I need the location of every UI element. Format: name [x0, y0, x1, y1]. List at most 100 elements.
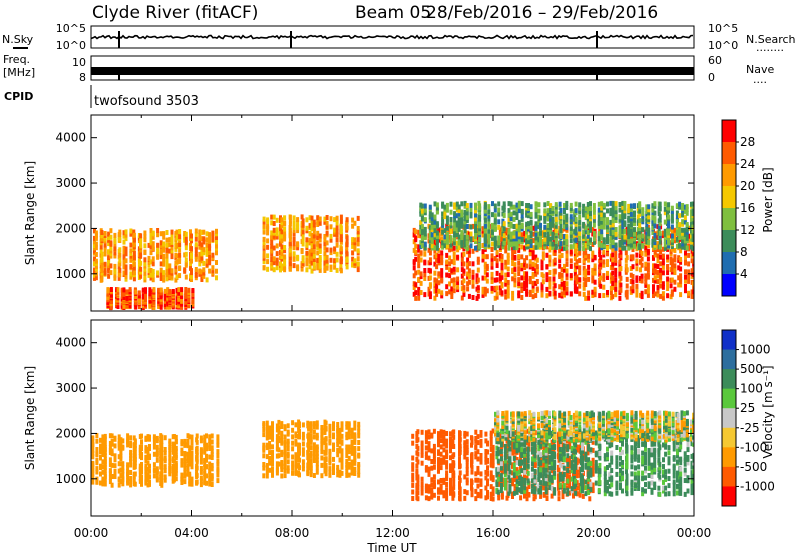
echo-cell: [107, 235, 111, 241]
echo-cell: [338, 448, 342, 454]
echo-cell: [312, 451, 316, 457]
echo-cell: [174, 453, 178, 459]
echo-cell: [411, 440, 415, 446]
echo-cell: [113, 275, 117, 281]
echo-cell: [666, 257, 670, 263]
echo-cell: [133, 481, 137, 487]
echo-cell: [99, 480, 102, 486]
echo-cell: [441, 211, 445, 217]
echo-cell: [592, 203, 596, 208]
echo-cell: [272, 221, 276, 226]
echo-cell: [685, 245, 689, 251]
echo-cell: [143, 257, 147, 263]
echo-cell: [329, 257, 333, 263]
echo-cell: [194, 236, 198, 242]
echo-cell: [573, 280, 577, 286]
echo-cell: [565, 234, 569, 240]
echo-cell: [308, 223, 312, 229]
echo-cell: [437, 288, 441, 294]
echo-cell: [129, 274, 133, 280]
y-tick-label: 3000: [55, 176, 86, 190]
echo-cell: [338, 469, 342, 475]
echo-cell: [440, 268, 444, 274]
echo-cell: [117, 482, 121, 488]
echo-cell: [690, 221, 693, 227]
echo-cell: [517, 200, 521, 206]
echo-cell: [110, 482, 114, 488]
echo-cell: [481, 249, 485, 255]
echo-cell: [140, 433, 143, 439]
echo-cell: [265, 442, 269, 448]
echo-cell: [280, 263, 284, 269]
echo-cell: [548, 290, 552, 296]
echo-cell: [540, 285, 544, 291]
echo-cell: [312, 442, 316, 448]
echo-cell: [93, 235, 96, 241]
echo-cell: [180, 287, 184, 293]
echo-cell: [652, 288, 655, 294]
echo-cell: [423, 210, 427, 216]
echo-cell: [504, 294, 508, 300]
echo-cell: [310, 255, 314, 261]
echo-cell: [298, 442, 301, 448]
echo-cell: [529, 228, 533, 234]
echo-cell: [298, 434, 301, 440]
echo-cell: [625, 276, 629, 282]
echo-cell: [155, 466, 159, 472]
echo-cell: [100, 263, 104, 269]
echo-cell: [210, 451, 214, 457]
echo-cell: [353, 446, 357, 451]
echo-cell: [451, 467, 455, 473]
echo-cell: [578, 250, 582, 256]
echo-cell: [118, 261, 122, 267]
echo-cell: [531, 255, 535, 261]
echo-cell: [504, 230, 508, 236]
echo-cell: [489, 496, 493, 501]
echo-cell: [262, 240, 266, 245]
echo-cell: [186, 433, 190, 439]
echo-cell: [498, 256, 502, 262]
echo-cell: [445, 438, 449, 444]
echo-cell: [163, 464, 167, 470]
echo-cell: [266, 266, 270, 272]
echo-cell: [623, 208, 627, 214]
echo-cell: [416, 481, 420, 486]
echo-cell: [463, 228, 467, 234]
echo-cell: [600, 232, 604, 238]
echo-cell: [159, 231, 163, 237]
echo-cell: [162, 261, 166, 267]
echo-cell: [140, 444, 143, 450]
echo-cell: [517, 223, 521, 229]
echo-cell: [563, 214, 566, 220]
echo-cell: [587, 276, 591, 282]
echo-cell: [463, 451, 467, 456]
echo-cell: [103, 266, 107, 272]
echo-cell: [310, 247, 314, 253]
echo-cell: [430, 236, 434, 242]
echo-cell: [353, 466, 357, 472]
echo-cell: [602, 276, 606, 282]
echo-cell: [452, 470, 456, 476]
echo-cell: [165, 257, 169, 263]
echo-cell: [500, 270, 504, 276]
echo-cell: [435, 233, 439, 239]
echo-cell: [667, 205, 671, 211]
echo-cell: [101, 469, 105, 475]
echo-cell: [119, 473, 123, 479]
echo-cell: [435, 245, 439, 251]
echo-cell: [117, 468, 121, 474]
echo-cell: [512, 245, 516, 250]
echo-cell: [335, 215, 339, 221]
echo-cell: [345, 472, 349, 478]
echo-cell: [159, 296, 163, 302]
echo-cell: [423, 226, 427, 232]
echo-cell: [268, 444, 272, 450]
echo-cell: [685, 235, 689, 241]
echo-cell: [500, 494, 504, 500]
echo-cell: [509, 214, 513, 220]
echo-cell: [275, 227, 279, 233]
echo-cell: [200, 245, 204, 250]
echo-cell: [430, 432, 434, 438]
echo-cell: [609, 222, 613, 228]
echo-cell: [308, 215, 312, 221]
